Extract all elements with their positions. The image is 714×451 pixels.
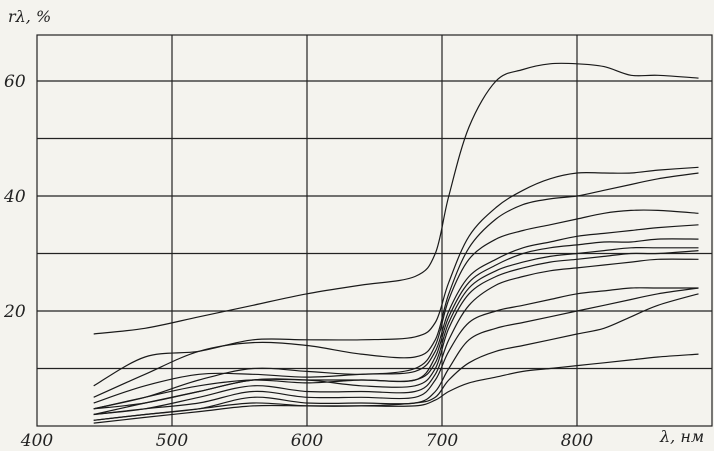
x-axis-label: λ, нм <box>659 427 704 446</box>
x-tick-label: 700 <box>426 431 459 451</box>
series-line-13 <box>93 353 699 424</box>
x-tick-label: 500 <box>156 431 189 451</box>
plot-frame <box>36 34 713 427</box>
grid <box>36 34 713 427</box>
series-line-11 <box>93 287 699 421</box>
y-tick-label: 20 <box>3 302 26 322</box>
series-line-9 <box>93 258 699 416</box>
y-tick-label: 40 <box>3 187 26 207</box>
series-group <box>93 62 699 424</box>
series-line-7 <box>93 246 699 416</box>
x-tick-label: 400 <box>20 431 54 451</box>
series-line-10 <box>93 287 699 416</box>
y-tick-label: 60 <box>4 72 26 92</box>
series-line-4 <box>93 209 699 410</box>
series-line-2 <box>93 166 699 387</box>
series-line-1 <box>93 62 699 335</box>
x-tick-label: 800 <box>561 431 594 451</box>
y-axis-label: rλ, % <box>8 7 51 26</box>
series-line-12 <box>93 293 699 421</box>
series-line-5 <box>93 224 699 404</box>
series-line-8 <box>93 250 699 410</box>
tick-labels: 400 500 600 700 800 20 40 60 <box>3 72 593 451</box>
x-tick-label: 600 <box>291 431 324 451</box>
series-line-3 <box>93 172 699 398</box>
